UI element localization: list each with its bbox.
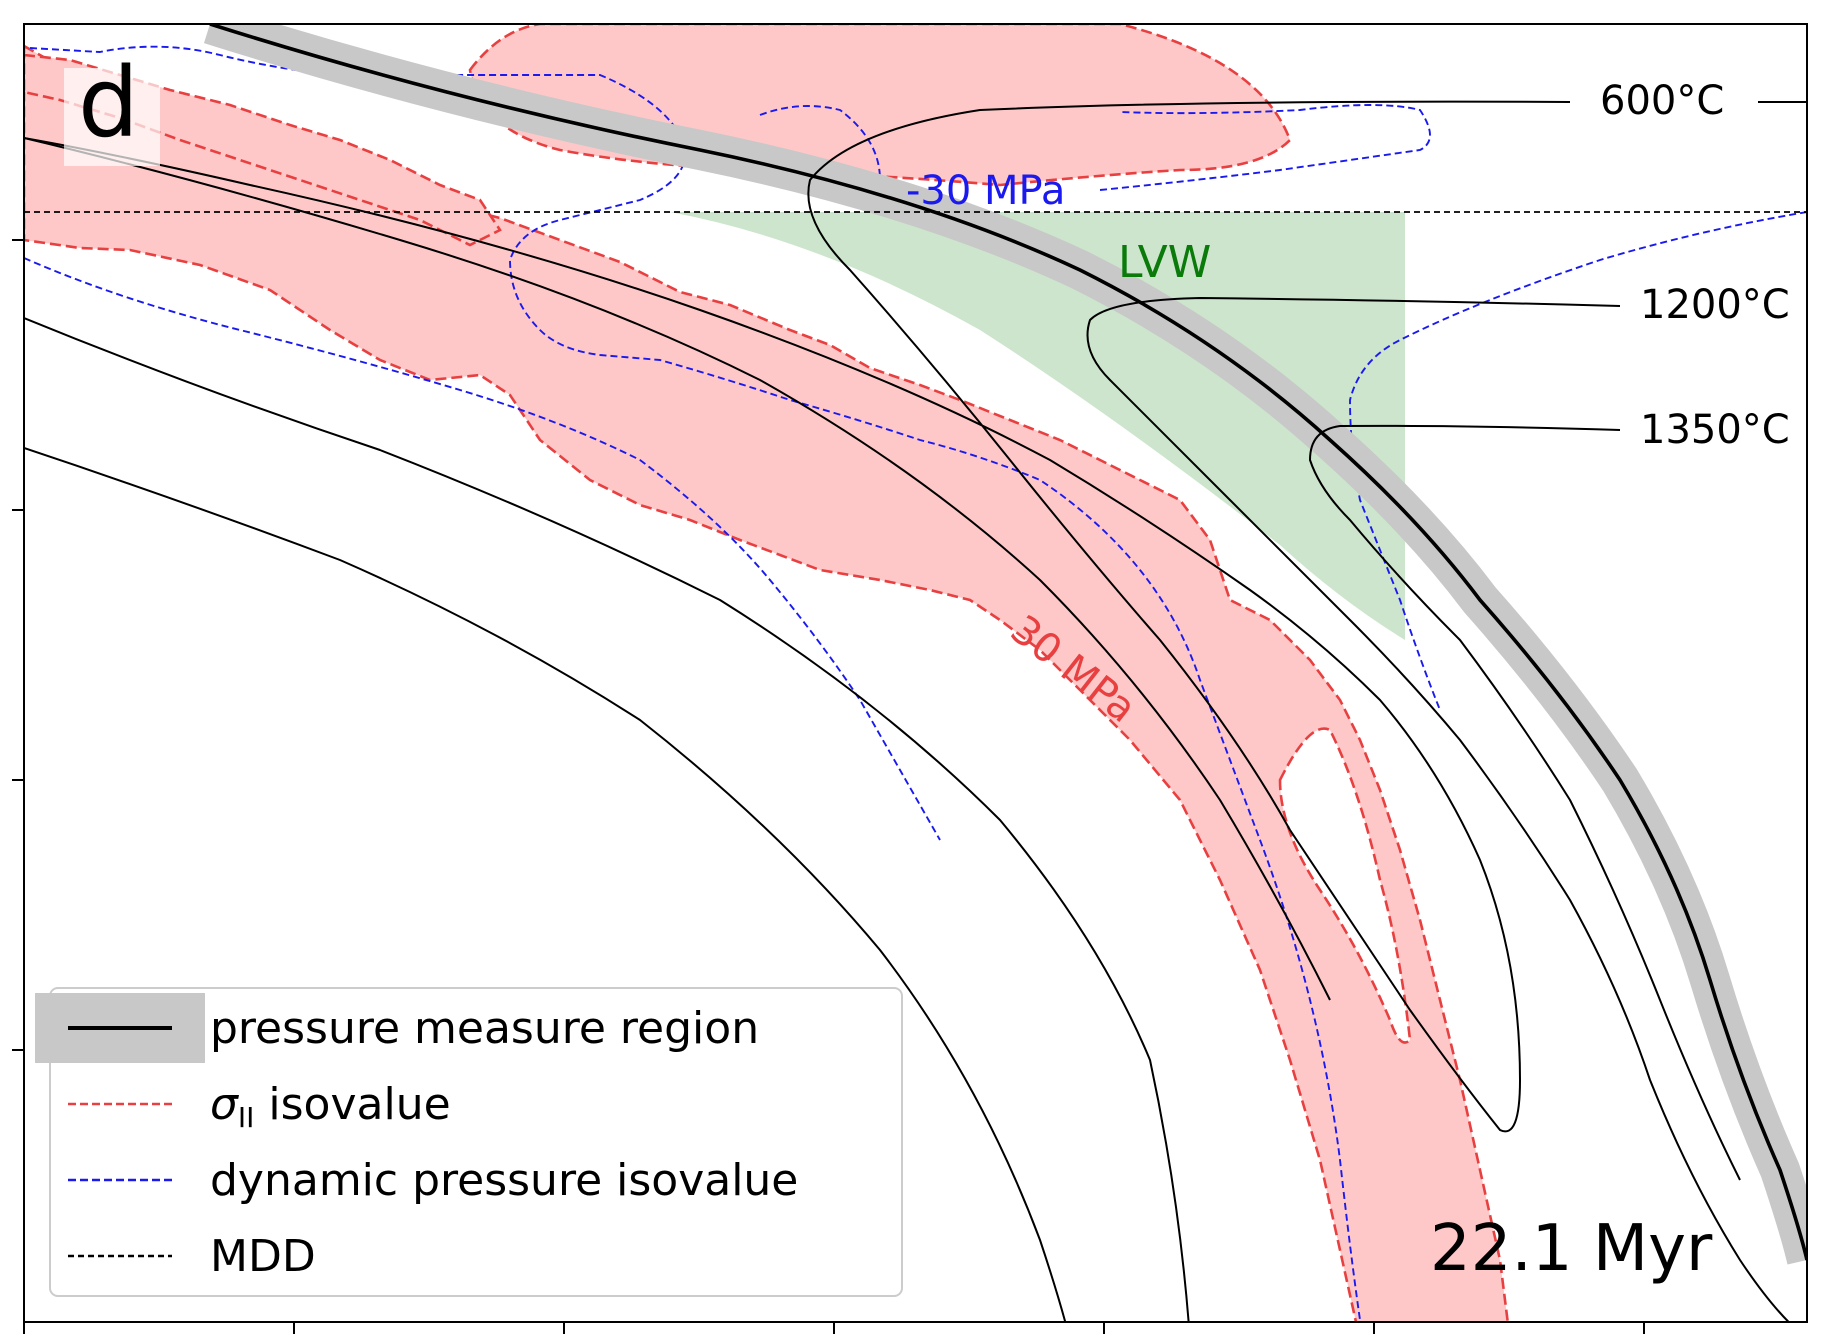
stress-hole [1278, 727, 1412, 1044]
isotherm-1200 [1086, 296, 1791, 1322]
slab-line-1 [24, 317, 1190, 1322]
dp-contour-top [29, 45, 1361, 1321]
lvw-label: LVW [1118, 237, 1211, 288]
lvw-region [670, 212, 1405, 640]
axis-ticks [12, 239, 1645, 1334]
sigma-symbol: σ [210, 1079, 239, 1130]
panel-letter: d [78, 47, 139, 159]
isotherm-600-label: 600°C [1600, 78, 1724, 124]
legend-label-measure: pressure measure region [210, 1003, 759, 1054]
time-label: 22.1 Myr [1430, 1212, 1713, 1286]
panel-letter-bg [64, 68, 160, 166]
dp-contour-upper-right [759, 104, 1431, 191]
legend-label-sigma: σII isovalue [210, 1079, 451, 1134]
slab-line-top [24, 137, 1331, 1001]
isotherm-600 [24, 100, 1571, 1133]
slab-line-2 [24, 447, 1067, 1322]
pressure-measure-line [209, 24, 1807, 1261]
dynamic-pressure-contours [24, 45, 1807, 1321]
stress-region-upper [24, 44, 1510, 1322]
legend-label-pressure: dynamic pressure isovalue [210, 1155, 798, 1206]
sigma-suffix: isovalue [254, 1079, 450, 1130]
dp-contour-label: -30 MPa [906, 168, 1065, 214]
dp-contour-lower-left [24, 257, 941, 841]
sigma-subscript: II [238, 1101, 255, 1134]
axes-frame [23, 23, 1808, 1323]
legend: pressure measure region σII isovalue dyn… [35, 987, 903, 1297]
plot-area [24, 24, 1807, 1322]
dp-contour-right [1349, 211, 1807, 711]
legend-box [49, 987, 903, 1297]
isotherm-1200-label: 1200°C [1640, 282, 1790, 328]
isotherm-lines [24, 100, 1791, 1322]
legend-label-mdd: MDD [210, 1231, 316, 1282]
isotherm-1350 [1308, 424, 1741, 1181]
isotherm-1350-label: 1350°C [1640, 407, 1790, 453]
